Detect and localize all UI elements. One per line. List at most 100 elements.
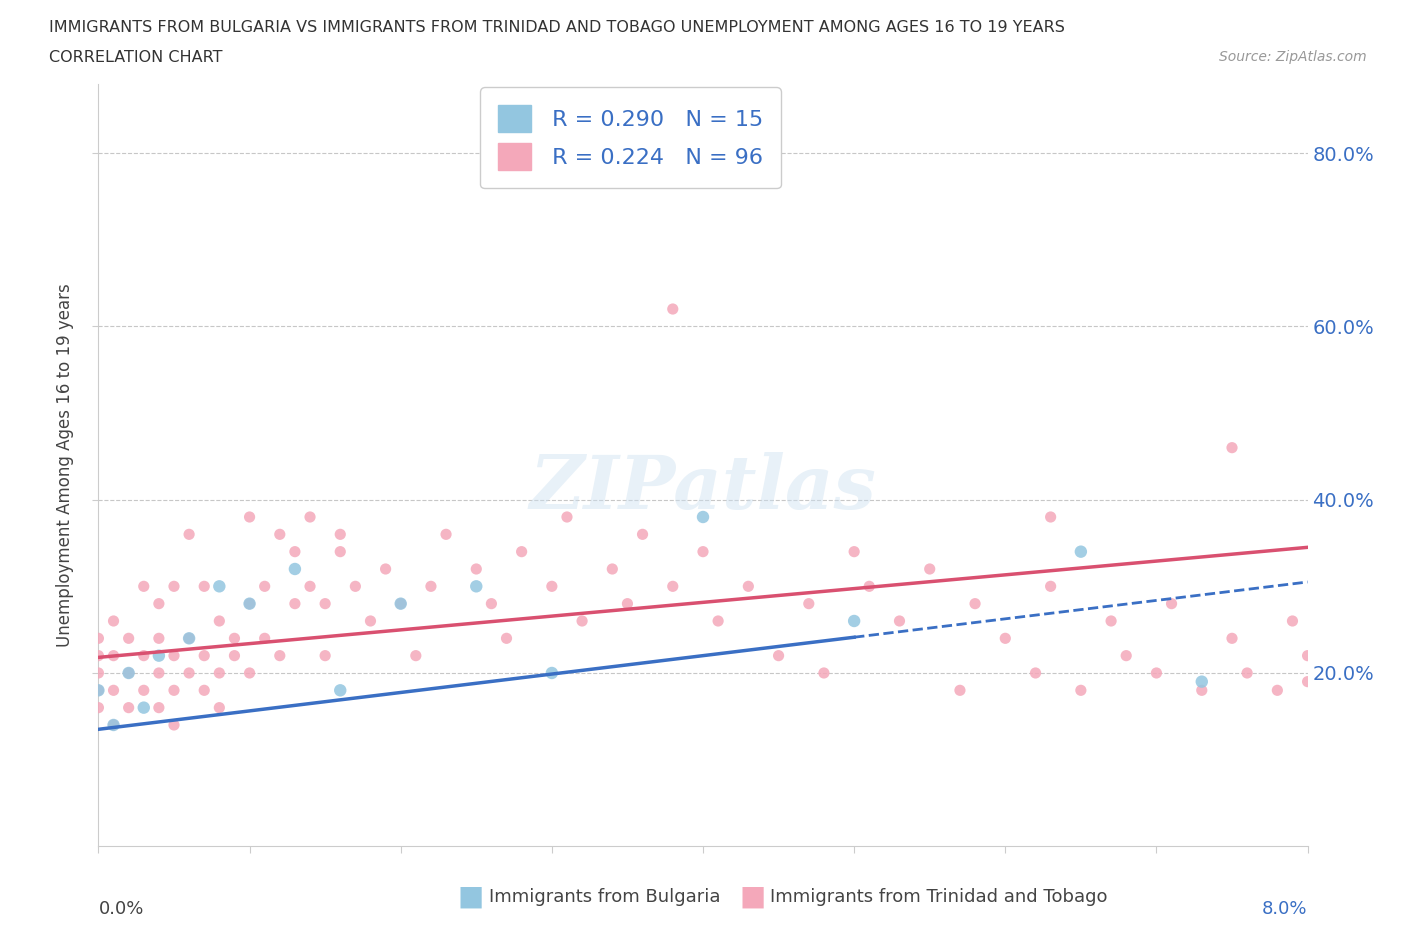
- Point: [797, 596, 820, 611]
- Point: [329, 683, 352, 698]
- Point: [707, 614, 730, 629]
- Point: [253, 631, 276, 645]
- Point: [540, 578, 562, 593]
- Text: Immigrants from Bulgaria: Immigrants from Bulgaria: [489, 887, 721, 906]
- Point: [571, 614, 593, 629]
- Point: [1099, 614, 1122, 629]
- Point: [329, 527, 352, 542]
- Point: [661, 578, 683, 593]
- Point: [434, 527, 457, 542]
- Point: [329, 544, 352, 559]
- Point: [405, 648, 427, 663]
- Point: [510, 544, 533, 559]
- Point: [284, 544, 307, 559]
- Point: [965, 596, 987, 611]
- Point: [163, 648, 186, 663]
- Point: [555, 510, 578, 525]
- Point: [737, 578, 759, 593]
- Point: [87, 700, 110, 715]
- Point: [118, 631, 141, 645]
- Point: [495, 631, 517, 645]
- Point: [224, 631, 246, 645]
- Point: [103, 718, 125, 733]
- Point: [692, 510, 714, 525]
- Point: [163, 578, 186, 593]
- Point: [314, 648, 336, 663]
- Point: [239, 510, 262, 525]
- Point: [253, 578, 276, 593]
- Point: [239, 596, 262, 611]
- Point: [1191, 674, 1213, 689]
- Point: [1220, 631, 1243, 645]
- Point: [813, 666, 835, 681]
- Point: [208, 666, 231, 681]
- Point: [768, 648, 790, 663]
- Point: [1327, 718, 1350, 733]
- Point: [465, 562, 488, 577]
- Point: [889, 614, 911, 629]
- Text: 8.0%: 8.0%: [1263, 899, 1308, 918]
- Point: [994, 631, 1017, 645]
- Point: [163, 683, 186, 698]
- Point: [179, 631, 201, 645]
- Point: [103, 614, 125, 629]
- Text: Source: ZipAtlas.com: Source: ZipAtlas.com: [1219, 50, 1367, 64]
- Point: [374, 562, 396, 577]
- Text: ■: ■: [458, 883, 484, 910]
- Text: ■: ■: [740, 883, 765, 910]
- Point: [602, 562, 624, 577]
- Point: [1296, 674, 1319, 689]
- Point: [420, 578, 443, 593]
- Point: [1220, 440, 1243, 455]
- Point: [87, 683, 110, 698]
- Point: [389, 596, 412, 611]
- Point: [118, 666, 141, 681]
- Point: [1327, 683, 1350, 698]
- Point: [163, 718, 186, 733]
- Point: [631, 527, 654, 542]
- Point: [1146, 666, 1168, 681]
- Legend:  R = 0.290   N = 15,  R = 0.224   N = 96: R = 0.290 N = 15, R = 0.224 N = 96: [481, 87, 780, 188]
- Point: [179, 527, 201, 542]
- Point: [918, 562, 941, 577]
- Point: [284, 562, 307, 577]
- Point: [1025, 666, 1047, 681]
- Point: [87, 666, 110, 681]
- Point: [132, 578, 155, 593]
- Text: IMMIGRANTS FROM BULGARIA VS IMMIGRANTS FROM TRINIDAD AND TOBAGO UNEMPLOYMENT AMO: IMMIGRANTS FROM BULGARIA VS IMMIGRANTS F…: [49, 20, 1066, 35]
- Point: [1267, 683, 1289, 698]
- Point: [87, 631, 110, 645]
- Text: Immigrants from Trinidad and Tobago: Immigrants from Trinidad and Tobago: [770, 887, 1108, 906]
- Point: [103, 648, 125, 663]
- Point: [692, 544, 714, 559]
- Point: [1070, 544, 1092, 559]
- Point: [132, 700, 155, 715]
- Point: [103, 683, 125, 698]
- Point: [1341, 631, 1364, 645]
- Point: [269, 527, 291, 542]
- Point: [148, 648, 170, 663]
- Point: [389, 596, 412, 611]
- Point: [1191, 683, 1213, 698]
- Point: [465, 578, 488, 593]
- Point: [132, 683, 155, 698]
- Point: [858, 578, 880, 593]
- Point: [661, 301, 683, 316]
- Point: [239, 596, 262, 611]
- Point: [949, 683, 972, 698]
- Point: [208, 614, 231, 629]
- Point: [1281, 614, 1303, 629]
- Point: [87, 648, 110, 663]
- Point: [148, 700, 170, 715]
- Point: [481, 596, 503, 611]
- Point: [299, 578, 322, 593]
- Point: [148, 666, 170, 681]
- Point: [1312, 666, 1334, 681]
- Point: [1039, 510, 1062, 525]
- Point: [1070, 683, 1092, 698]
- Point: [103, 718, 125, 733]
- Point: [284, 596, 307, 611]
- Point: [193, 683, 215, 698]
- Point: [1039, 578, 1062, 593]
- Point: [1236, 666, 1258, 681]
